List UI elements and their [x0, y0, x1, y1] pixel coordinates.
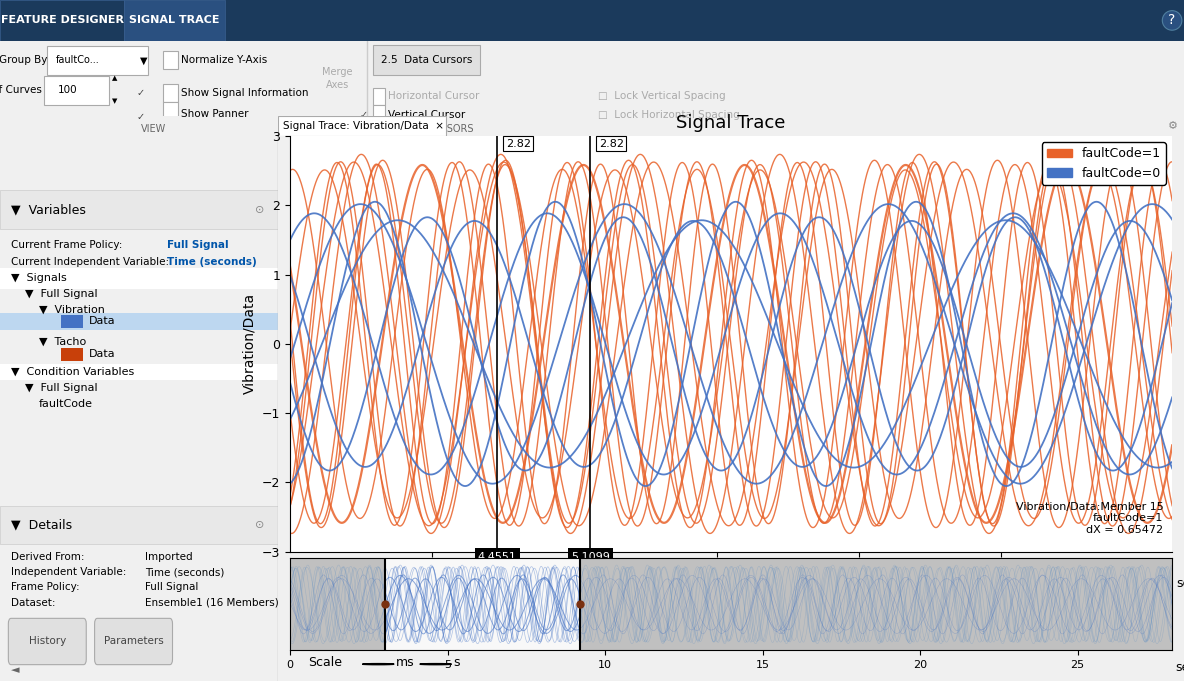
Text: ▼  Condition Variables: ▼ Condition Variables: [11, 367, 134, 377]
Text: sec: sec: [1175, 661, 1184, 674]
Text: ◄: ◄: [11, 665, 20, 676]
Text: Scale: Scale: [308, 656, 342, 669]
Text: ▼  Variables: ▼ Variables: [11, 203, 86, 217]
Text: Independent Variable:: Independent Variable:: [11, 567, 127, 577]
Text: Full Signal: Full Signal: [144, 582, 198, 592]
Bar: [385, 547, 580, 662]
Text: Normalize Y-Axis: Normalize Y-Axis: [181, 55, 268, 65]
Text: Time (seconds): Time (seconds): [167, 257, 257, 266]
Text: □  Lock Horizontal Spacing: □ Lock Horizontal Spacing: [598, 110, 740, 120]
Text: sec: sec: [1177, 577, 1184, 590]
Text: Signal Trace: Vibration/Data  ×: Signal Trace: Vibration/Data ×: [283, 121, 444, 131]
Bar: [0, 0, 124, 41]
FancyBboxPatch shape: [8, 618, 86, 665]
Text: ?: ?: [1169, 14, 1176, 27]
Text: ▲: ▲: [112, 76, 118, 81]
FancyBboxPatch shape: [95, 618, 173, 665]
X-axis label: Time: Time: [714, 577, 748, 591]
Text: Full Signal: Full Signal: [167, 240, 229, 250]
Text: Horizontal Cursor: Horizontal Cursor: [388, 91, 480, 101]
Text: Data: Data: [89, 349, 116, 359]
Text: ▼  Vibration: ▼ Vibration: [39, 305, 105, 315]
Bar: [163, 84, 178, 102]
Text: Current Independent Variable:: Current Independent Variable:: [11, 257, 169, 266]
Text: Frame Policy:: Frame Policy:: [11, 582, 79, 592]
Text: Time (seconds): Time (seconds): [144, 567, 224, 577]
Text: VIEW: VIEW: [141, 124, 167, 134]
Text: Current Frame Policy:: Current Frame Policy:: [11, 240, 122, 250]
Text: 2.5  Data Cursors: 2.5 Data Cursors: [380, 54, 472, 65]
Text: Merge
Axes: Merge Axes: [322, 67, 353, 89]
Legend: faultCode=1, faultCode=0: faultCode=1, faultCode=0: [1042, 142, 1166, 185]
Bar: [278, 116, 446, 136]
Text: ▼: ▼: [112, 98, 118, 104]
Text: Dataset:: Dataset:: [11, 597, 56, 607]
Bar: [373, 106, 385, 122]
Bar: [62, 347, 83, 361]
Text: faultCode: faultCode: [39, 399, 94, 409]
Bar: [0, 505, 278, 543]
Title: Signal Trace: Signal Trace: [676, 114, 786, 132]
Text: 100: 100: [58, 85, 77, 95]
Text: Imported: Imported: [144, 552, 192, 562]
Text: ✓: ✓: [360, 110, 368, 120]
Text: FEATURE DESIGNER: FEATURE DESIGNER: [1, 16, 123, 25]
Text: ✓: ✓: [136, 89, 144, 98]
Text: Derived From:: Derived From:: [11, 552, 84, 562]
Bar: [0, 189, 278, 229]
Y-axis label: Vibration/Data: Vibration/Data: [243, 294, 257, 394]
Text: ▼  Tacho: ▼ Tacho: [39, 337, 86, 347]
FancyBboxPatch shape: [47, 46, 148, 74]
FancyBboxPatch shape: [44, 76, 109, 105]
Text: Parameters: Parameters: [104, 636, 163, 646]
Text: Ensemble1 (16 Members): Ensemble1 (16 Members): [144, 597, 278, 607]
Bar: [0, 364, 278, 380]
Text: Show Panner: Show Panner: [181, 109, 249, 119]
Bar: [124, 0, 225, 41]
Text: ⚙: ⚙: [1167, 121, 1178, 131]
Bar: [0, 313, 278, 330]
Text: ⊙: ⊙: [255, 520, 264, 530]
Text: ms: ms: [395, 656, 414, 669]
FancyBboxPatch shape: [373, 45, 480, 74]
Text: s: s: [453, 656, 459, 669]
Text: Number of Curves: Number of Curves: [0, 84, 41, 95]
Text: ▼  Full Signal: ▼ Full Signal: [25, 383, 97, 393]
Text: ▼  Signals: ▼ Signals: [11, 273, 66, 283]
Text: 2.82: 2.82: [506, 139, 530, 148]
Bar: [163, 51, 178, 69]
Text: 5.1099: 5.1099: [571, 552, 610, 562]
Text: 4.4551: 4.4551: [477, 552, 516, 562]
Text: ⊙: ⊙: [255, 205, 264, 215]
Text: Data: Data: [89, 317, 116, 326]
Text: CURSORS: CURSORS: [426, 124, 474, 134]
Text: Show Signal Information: Show Signal Information: [181, 89, 309, 98]
Text: faultCo...: faultCo...: [56, 55, 99, 65]
Text: Vertical Cursor: Vertical Cursor: [388, 110, 465, 120]
Text: SIGNAL TRACE: SIGNAL TRACE: [129, 16, 220, 25]
Bar: [62, 315, 83, 328]
Bar: [163, 101, 178, 120]
Text: Vibration/Data:Member 15
faultCode=1
dX = 0.65472: Vibration/Data:Member 15 faultCode=1 dX …: [1016, 502, 1164, 535]
Text: ▼  Full Signal: ▼ Full Signal: [25, 289, 97, 299]
Text: □  Lock Vertical Spacing: □ Lock Vertical Spacing: [598, 91, 726, 101]
Bar: [373, 88, 385, 105]
Text: History: History: [28, 636, 66, 646]
Text: Group By: Group By: [0, 54, 47, 65]
Text: 2.82: 2.82: [599, 139, 624, 148]
Text: ▼  Details: ▼ Details: [11, 518, 72, 531]
Text: ✓: ✓: [136, 112, 144, 123]
Text: ▼: ▼: [140, 55, 147, 65]
Bar: [0, 268, 278, 289]
